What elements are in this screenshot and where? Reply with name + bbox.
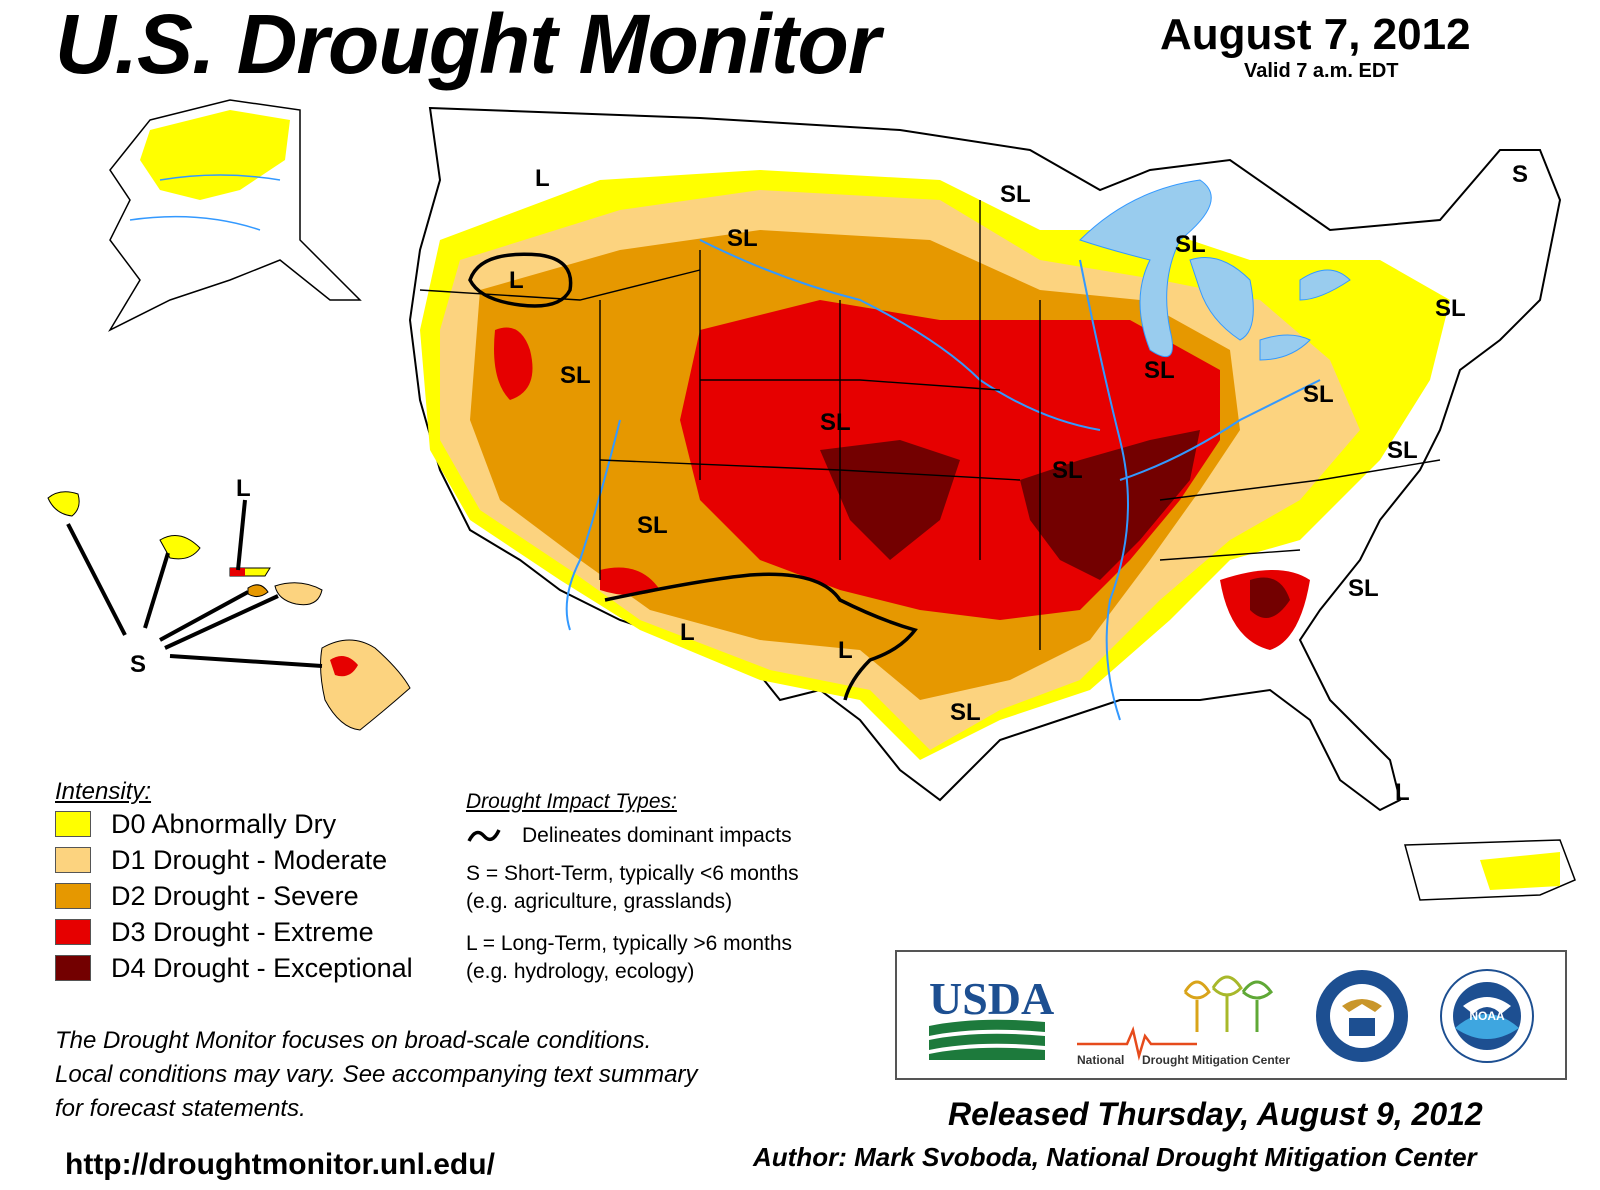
alaska-rivers xyxy=(129,174,281,231)
page-title: U.S. Drought Monitor xyxy=(55,0,881,91)
noaa-logo: NOAA xyxy=(1440,969,1534,1063)
label-sl-ohio: SL xyxy=(1303,381,1334,408)
hawaii-islands xyxy=(47,491,411,731)
delineation-line-icon xyxy=(467,829,501,842)
usda-logo-text: USDA xyxy=(929,973,1054,1024)
d4-region-plains xyxy=(820,440,960,560)
impact-delineates-row: Delineates dominant impacts xyxy=(466,822,799,850)
short-term-line2: (e.g. agriculture, grasslands) xyxy=(466,890,733,913)
noaa-logo-text: NOAA xyxy=(1469,1009,1505,1023)
label-l-montana: L xyxy=(535,165,550,192)
disclaimer-line3: for forecast statements. xyxy=(55,1095,306,1122)
website-url[interactable]: http://droughtmonitor.unl.edu/ xyxy=(65,1148,495,1181)
legend-swatch-d4 xyxy=(55,955,91,981)
legend-swatch-d1 xyxy=(55,847,91,873)
d3-region-west xyxy=(494,327,533,400)
legend-item-d0: D0 Abnormally Dry xyxy=(55,806,413,842)
ndmc-label-national: National xyxy=(1077,1053,1124,1067)
ohio-river xyxy=(1119,379,1321,481)
impact-long-term: L = Long-Term, typically >6 months (e.g.… xyxy=(466,930,799,986)
label-sl-carolinas: SL xyxy=(1348,575,1379,602)
legend-item-d4: D4 Drought - Exceptional xyxy=(55,950,413,986)
label-sl-minnesota: SL xyxy=(1000,181,1031,208)
long-term-line1: L = Long-Term, typically >6 months xyxy=(466,932,793,955)
label-sl-montana: SL xyxy=(727,225,758,252)
label-sl-colorado: SL xyxy=(820,409,851,436)
puerto-rico-d0 xyxy=(1480,852,1560,890)
mississippi-river xyxy=(1079,259,1129,721)
logos-panel: USDA National Drought Mitigation Center xyxy=(895,950,1567,1080)
legend-label-d4: D4 Drought - Exceptional xyxy=(111,952,413,983)
colorado-river xyxy=(565,419,621,631)
legend-label-d0: D0 Abnormally Dry xyxy=(111,808,337,839)
legend-swatch-d3 xyxy=(55,919,91,945)
short-term-line1: S = Short-Term, typically <6 months xyxy=(466,862,799,885)
legend-item-d3: D3 Drought - Extreme xyxy=(55,914,413,950)
d3-region-southwest xyxy=(600,567,660,595)
logos-graphic: USDA National Drought Mitigation Center xyxy=(929,969,1534,1067)
author-credit: Author: Mark Svoboda, National Drought M… xyxy=(753,1142,1477,1172)
ndmc-label-center: Drought Mitigation Center xyxy=(1142,1053,1290,1067)
legend-title: Intensity: xyxy=(55,778,152,805)
disclaimer: The Drought Monitor focuses on broad-sca… xyxy=(55,1024,698,1126)
label-l-hawaii: L xyxy=(236,475,251,502)
label-l-texas: L xyxy=(838,637,853,664)
state-boundaries xyxy=(419,200,1441,650)
label-sl-virginia: SL xyxy=(1387,437,1418,464)
label-l-oregon: L xyxy=(509,267,524,294)
impact-delineates-label: Delineates dominant impacts xyxy=(522,824,792,847)
valid-time: Valid 7 a.m. EDT xyxy=(1244,60,1399,82)
usda-logo: USDA xyxy=(929,973,1054,1060)
label-sl-illinois: SL xyxy=(1144,357,1175,384)
label-sl-nevada: SL xyxy=(560,362,591,389)
label-l-newmexico: L xyxy=(680,619,695,646)
label-s-maine: S xyxy=(1512,161,1528,188)
legend-item-d1: D1 Drought - Moderate xyxy=(55,842,413,878)
intensity-legend: Intensity: D0 Abnormally Dry D1 Drought … xyxy=(55,778,413,986)
legend-label-d2: D2 Drought - Severe xyxy=(111,880,359,911)
impact-legend: Drought Impact Types: Delineates dominan… xyxy=(466,790,799,986)
d4-region-georgia xyxy=(1250,577,1290,618)
label-sl-missouri: SL xyxy=(1052,457,1083,484)
great-lakes xyxy=(1079,179,1351,361)
missouri-river xyxy=(699,239,1101,431)
label-sl-northeast: SL xyxy=(1435,295,1466,322)
impact-boundaries xyxy=(468,252,918,701)
legend-swatch-d0 xyxy=(55,811,91,837)
release-date: Released Thursday, August 9, 2012 xyxy=(948,1096,1483,1132)
label-l-florida: L xyxy=(1395,779,1410,806)
label-s-hawaii: S xyxy=(130,651,146,678)
disclaimer-line2: Local conditions may vary. See accompany… xyxy=(55,1061,698,1088)
label-sl-wisconsin: SL xyxy=(1175,231,1206,258)
hawaii-pointer-lines xyxy=(66,499,323,668)
legend-label-d3: D3 Drought - Extreme xyxy=(111,916,374,947)
legend-swatch-d2 xyxy=(55,883,91,909)
disclaimer-line1: The Drought Monitor focuses on broad-sca… xyxy=(55,1027,652,1054)
label-sl-texas: SL xyxy=(950,699,981,726)
impact-short-term: S = Short-Term, typically <6 months (e.g… xyxy=(466,860,799,916)
legend-label-d1: D1 Drought - Moderate xyxy=(111,844,388,875)
commerce-seal xyxy=(1316,970,1408,1062)
label-sl-arizona: SL xyxy=(637,512,668,539)
map-date: August 7, 2012 xyxy=(1160,10,1471,59)
legend-item-d2: D2 Drought - Severe xyxy=(55,878,413,914)
impact-legend-title: Drought Impact Types: xyxy=(466,790,677,813)
long-term-line2: (e.g. hydrology, ecology) xyxy=(466,960,695,983)
ndmc-logo: National Drought Mitigation Center xyxy=(1077,975,1290,1067)
